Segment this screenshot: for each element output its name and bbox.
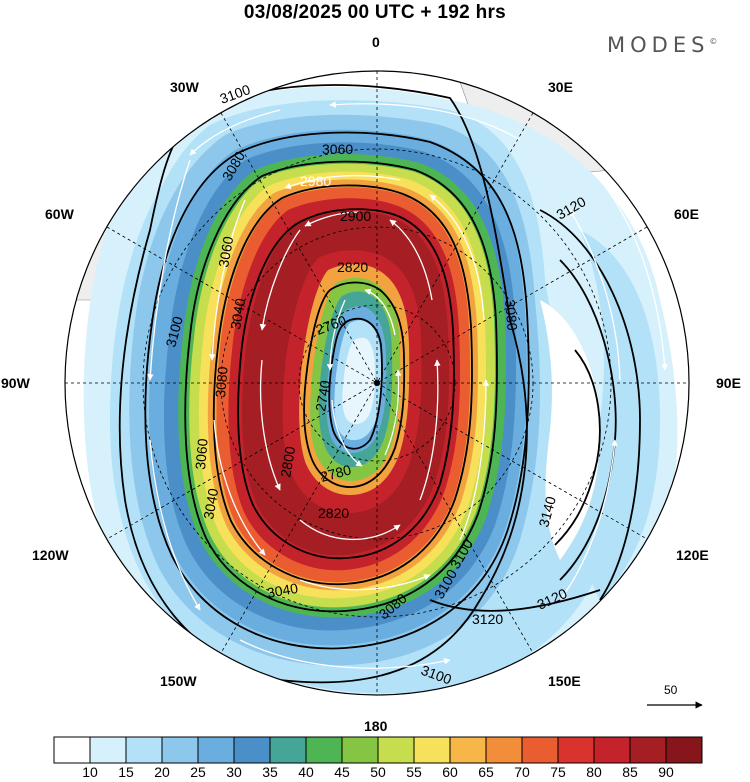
contour-label: 2780 <box>319 461 353 485</box>
lon-label-30w: 30W <box>170 79 199 95</box>
colorbar-swatch <box>557 736 595 764</box>
colorbar-tick-label: 20 <box>154 764 170 780</box>
colorbar-tick-label: 15 <box>118 764 134 780</box>
map-title: 03/08/2025 00 UTC + 192 hrs <box>243 2 507 23</box>
lon-label-90e: 90E <box>716 375 741 391</box>
band-east-20 <box>580 230 660 600</box>
lon-label-60w: 60W <box>45 206 74 222</box>
colorbar-swatch <box>485 736 523 764</box>
contour-label: 2800 <box>277 445 298 479</box>
lon-label-120w: 120W <box>32 547 69 563</box>
colorbar-swatch <box>377 736 415 764</box>
brand-mark: © <box>709 37 718 46</box>
colorbar-swatch <box>233 736 271 764</box>
contour-label: 3040 <box>200 487 221 521</box>
colorbar-tick-label: 85 <box>622 764 638 780</box>
contour-label: 3120 <box>472 611 503 627</box>
colorbar-tick-label: 55 <box>406 764 422 780</box>
colorbar-tick-label: 50 <box>370 764 386 780</box>
contour-label: 2900 <box>340 208 371 224</box>
contour-label: 3060 <box>322 141 353 157</box>
colorbar-swatch <box>593 736 631 764</box>
contour-label: 3060 <box>215 235 236 269</box>
colorbar-tick-label: 25 <box>190 764 206 780</box>
colorbar-swatch <box>53 736 91 764</box>
colorbar-tick-label: 60 <box>442 764 458 780</box>
contour-label: 3040 <box>266 580 300 601</box>
colorbar-swatch <box>413 736 451 764</box>
contour-label: 2740 <box>312 379 333 413</box>
lon-label-60e: 60E <box>674 206 699 222</box>
lon-label-90w: 90W <box>1 375 30 391</box>
colorbar-tick-label: 30 <box>226 764 242 780</box>
colorbar-swatch <box>89 736 127 764</box>
colorbar-tick-label: 10 <box>82 764 98 780</box>
colorbar-tick-label: 65 <box>478 764 494 780</box>
colorbar-swatch <box>269 736 307 764</box>
contour-label: 3080 <box>212 366 231 399</box>
contour-label: 3060 <box>192 438 211 471</box>
lon-label-0: 0 <box>372 34 380 50</box>
colorbar <box>53 736 703 764</box>
brand-logo: MODES© <box>607 33 717 57</box>
colorbar-tick-label: 80 <box>586 764 602 780</box>
colorbar-tick-label: 75 <box>550 764 566 780</box>
colorbar-swatch <box>341 736 379 764</box>
band-inner-10 <box>342 337 375 424</box>
contour-label: 3080 <box>502 299 521 332</box>
brand-name: MODES <box>607 33 710 57</box>
lon-label-150e: 150E <box>548 673 581 689</box>
lon-label-180: 180 <box>364 718 388 734</box>
colorbar-swatch <box>161 736 199 764</box>
contour-label: 2980 <box>300 173 331 189</box>
contour-label: 3040 <box>227 297 248 331</box>
lon-label-120e: 120E <box>676 547 709 563</box>
contour-label: 3140 <box>535 494 559 528</box>
colorbar-swatch <box>125 736 163 764</box>
colorbar-swatch <box>665 736 703 764</box>
colorbar-swatch <box>521 736 559 764</box>
colorbar-tick-label: 45 <box>334 764 350 780</box>
lon-label-150w: 150W <box>160 673 197 689</box>
contour-label: 2820 <box>318 505 349 521</box>
colorbar-tick-label: 90 <box>658 764 674 780</box>
colorbar-tick-label: 35 <box>262 764 278 780</box>
contour-label: 2820 <box>337 259 368 275</box>
contour-label: 3100 <box>162 314 186 348</box>
colorbar-tick-label: 70 <box>514 764 530 780</box>
colorbar-swatch <box>629 736 667 764</box>
reference-vector-value: 50 <box>664 683 678 697</box>
lon-label-30e: 30E <box>548 79 573 95</box>
colorbar-swatch <box>197 736 235 764</box>
colorbar-tick-label: 40 <box>298 764 314 780</box>
colorbar-swatch <box>305 736 343 764</box>
colorbar-swatch <box>449 736 487 764</box>
